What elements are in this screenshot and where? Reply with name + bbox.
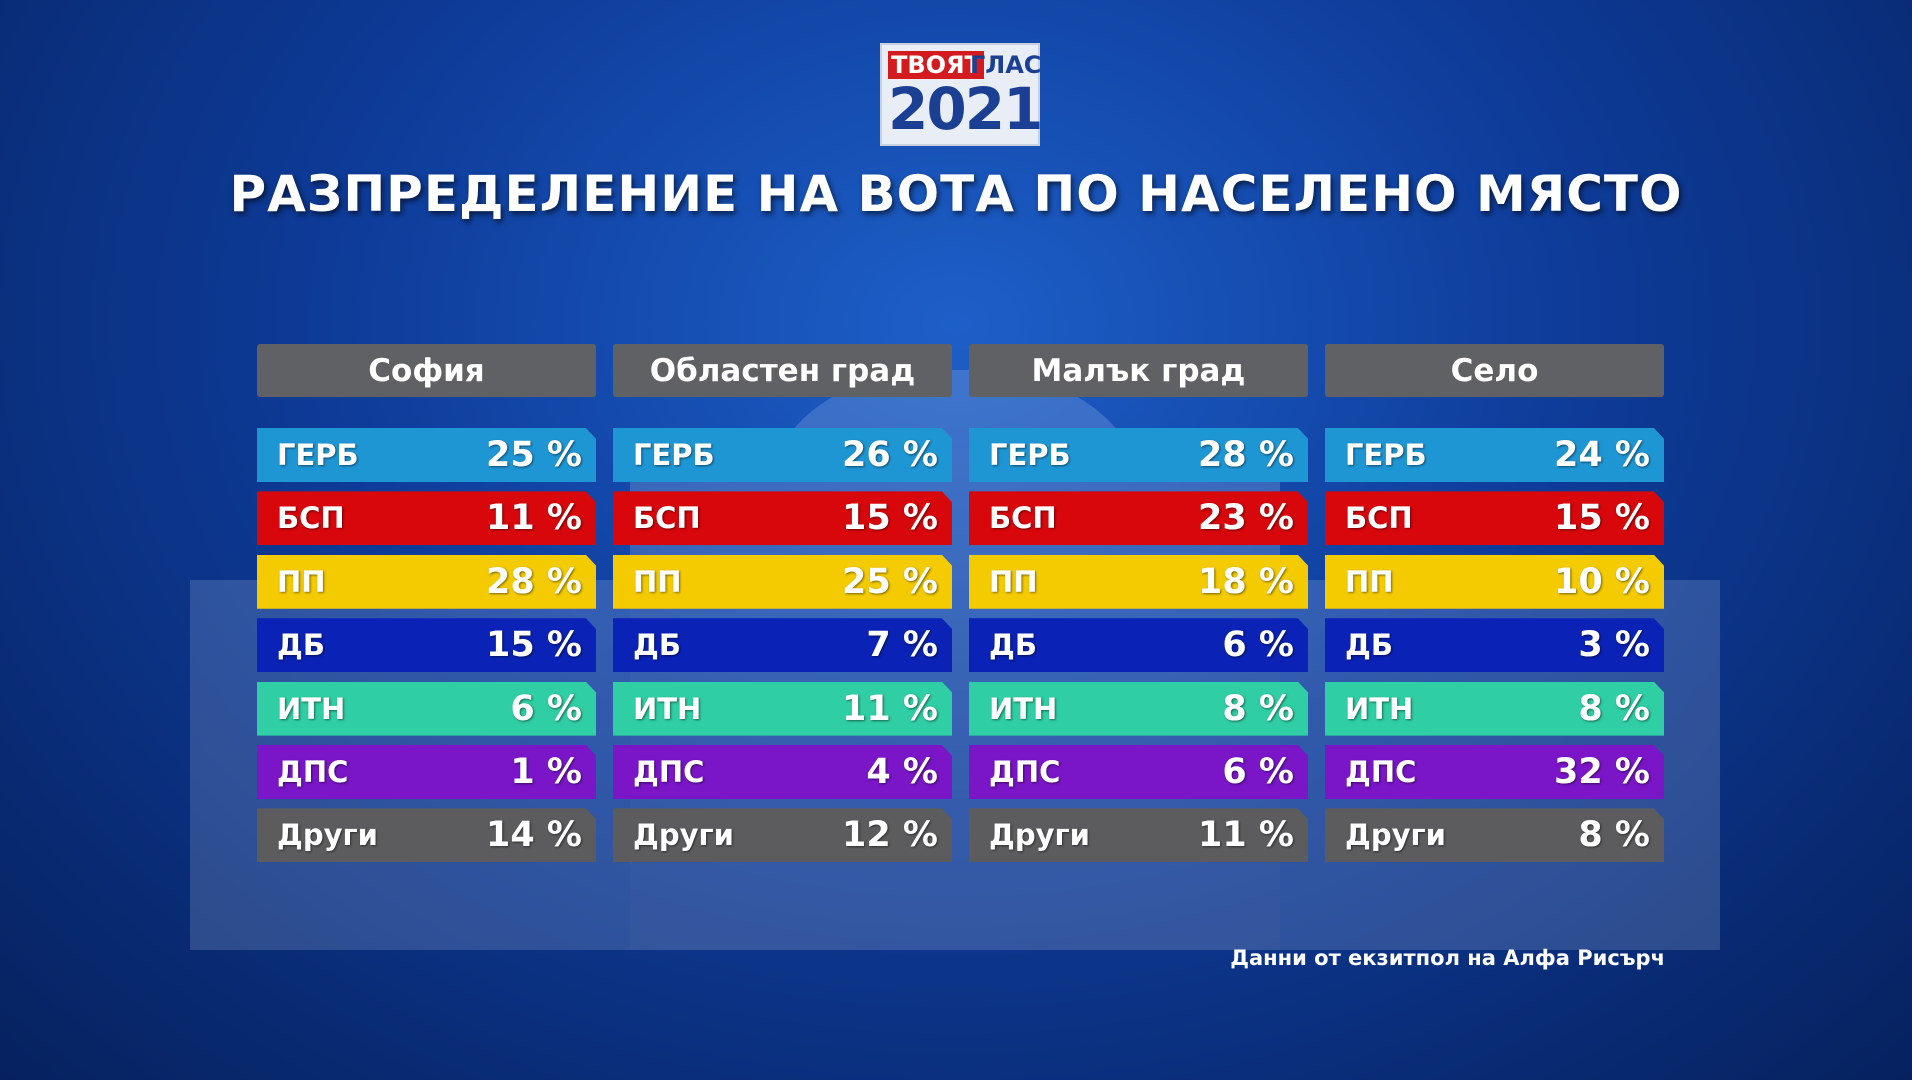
party-value: 28 % (486, 561, 582, 602)
party-value: 6 % (1222, 625, 1294, 666)
party-name: ПП (1345, 564, 1394, 599)
party-cell: БСП 23 % (969, 491, 1308, 546)
party-cell: ПП 18 % (969, 554, 1308, 609)
party-name: ДПС (989, 755, 1061, 789)
logo-year: 2021 (888, 75, 1043, 143)
party-cell: ДБ 15 % (257, 618, 596, 673)
party-cell: ДБ 3 % (1325, 618, 1664, 673)
logo-text: ГЛАС (970, 51, 1042, 79)
party-name: ДПС (633, 755, 705, 789)
party-value: 28 % (1198, 435, 1294, 475)
column-header: Село (1325, 344, 1664, 397)
column-header: Областен град (613, 344, 952, 397)
party-value: 15 % (842, 498, 938, 539)
party-value: 8 % (1222, 688, 1294, 729)
party-cell: ДПС 4 % (613, 745, 952, 799)
party-name: ИТН (1345, 691, 1414, 726)
party-name: БСП (1345, 501, 1413, 536)
party-name: Други (989, 818, 1090, 853)
party-value: 14 % (486, 815, 582, 856)
party-name: ДБ (1345, 628, 1393, 663)
party-name: Други (277, 818, 378, 853)
party-value: 3 % (1578, 625, 1650, 666)
party-value: 15 % (486, 625, 582, 666)
party-name: ГЕРБ (1345, 438, 1427, 472)
party-name: ДБ (277, 628, 325, 663)
party-value: 1 % (510, 752, 582, 792)
party-cell: ИТН 6 % (257, 681, 596, 736)
party-name: ИТН (633, 691, 702, 726)
party-cell: Други 12 % (613, 808, 952, 863)
party-value: 6 % (510, 688, 582, 729)
party-name: ИТН (989, 691, 1058, 726)
party-value: 25 % (486, 435, 582, 475)
party-cell: ИТН 8 % (1325, 681, 1664, 736)
party-name: ИТН (277, 691, 346, 726)
party-cell: ДПС 32 % (1325, 745, 1664, 799)
party-cell: ГЕРБ 25 % (257, 428, 596, 482)
party-cell: Други 11 % (969, 808, 1308, 863)
party-cell: ДБ 6 % (969, 618, 1308, 673)
party-name: БСП (989, 501, 1057, 536)
source-note: Данни от екзитпол на Алфа Рисърч (1230, 946, 1665, 970)
column-header: Малък град (969, 344, 1308, 397)
party-value: 32 % (1554, 752, 1650, 792)
party-cell: ПП 28 % (257, 554, 596, 609)
party-name: ПП (633, 564, 682, 599)
party-name: ПП (989, 564, 1038, 599)
party-cell: ПП 10 % (1325, 554, 1664, 609)
party-cell: Други 8 % (1325, 808, 1664, 863)
party-name: БСП (633, 501, 701, 536)
party-name: ДБ (633, 628, 681, 663)
party-cell: ГЕРБ 28 % (969, 428, 1308, 482)
party-value: 12 % (842, 815, 938, 856)
logo-text: ТВОЯТ (888, 51, 984, 79)
party-value: 11 % (486, 498, 582, 539)
party-cell: ИТН 8 % (969, 681, 1308, 736)
party-name: ГЕРБ (277, 438, 359, 472)
party-cell: БСП 15 % (613, 491, 952, 546)
party-name: Други (1345, 818, 1446, 853)
party-value: 23 % (1198, 498, 1294, 539)
party-value: 4 % (866, 752, 938, 792)
party-cell: БСП 15 % (1325, 491, 1664, 546)
party-name: ПП (277, 564, 326, 599)
party-value: 10 % (1554, 561, 1650, 602)
party-value: 25 % (842, 561, 938, 602)
title: РАЗПРЕДЕЛЕНИЕ НА ВОТА ПО НАСЕЛЕНО МЯСТО (229, 165, 1683, 223)
party-name: ГЕРБ (989, 438, 1071, 472)
party-cell: ПП 25 % (613, 554, 952, 609)
party-cell: ИТН 11 % (613, 681, 952, 736)
party-value: 15 % (1554, 498, 1650, 539)
party-value: 8 % (1578, 688, 1650, 729)
party-value: 24 % (1554, 435, 1650, 475)
party-cell: БСП 11 % (257, 491, 596, 546)
party-value: 11 % (842, 688, 938, 729)
party-cell: ДПС 1 % (257, 745, 596, 799)
party-name: ДПС (277, 755, 349, 789)
party-value: 7 % (866, 625, 938, 666)
party-value: 11 % (1198, 815, 1294, 856)
logo: ТВОЯТ ГЛАС 2021 (880, 43, 1043, 146)
party-name: ГЕРБ (633, 438, 715, 472)
party-value: 26 % (842, 435, 938, 475)
party-cell: ДПС 6 % (969, 745, 1308, 799)
party-cell: ГЕРБ 26 % (613, 428, 952, 482)
party-name: ДПС (1345, 755, 1417, 789)
column-header: София (257, 344, 596, 397)
party-value: 8 % (1578, 815, 1650, 856)
party-cell: ГЕРБ 24 % (1325, 428, 1664, 482)
party-cell: ДБ 7 % (613, 618, 952, 673)
party-name: ДБ (989, 628, 1037, 663)
party-value: 18 % (1198, 561, 1294, 602)
party-name: Други (633, 818, 734, 853)
party-value: 6 % (1222, 752, 1294, 792)
party-name: БСП (277, 501, 345, 536)
party-cell: Други 14 % (257, 808, 596, 863)
